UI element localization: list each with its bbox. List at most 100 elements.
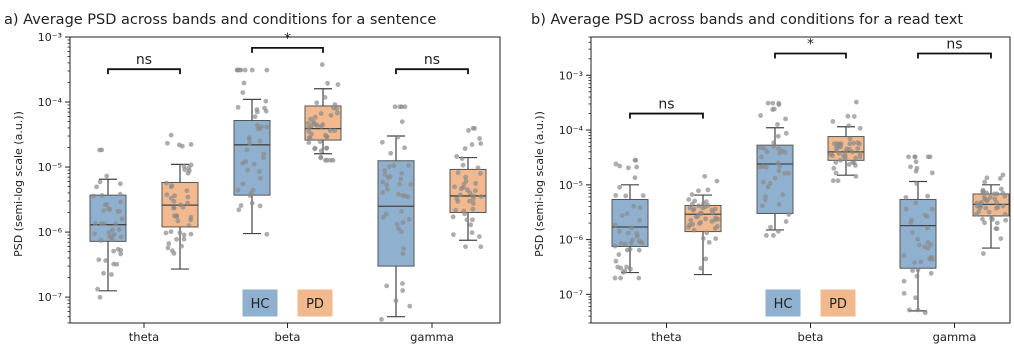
sample-point [1000,203,1006,209]
panel-b-xtick-label-gamma: gamma [933,330,977,344]
sample-point [169,248,175,254]
sample-point [929,170,935,176]
sample-point [114,261,120,267]
sample-point [915,307,921,313]
sample-point [623,193,629,199]
sample-point [771,233,776,238]
sample-point [235,187,241,193]
sample-point [408,182,414,187]
sample-point [117,191,123,197]
sample-point [714,178,720,184]
sample-point [319,62,325,67]
sample-point [307,135,313,141]
sample-point [452,184,457,190]
sample-point [380,179,386,185]
sample-point [457,192,463,198]
sample-point [306,125,311,131]
sample-point [104,202,110,207]
sample-point [632,157,638,163]
sample-point [188,217,194,223]
sample-point [462,211,468,217]
sample-point [261,151,267,157]
sample-point [613,258,619,264]
sample-point [908,164,913,170]
sample-point [168,184,174,190]
sample-point [976,208,982,214]
sample-point [119,216,125,222]
sample-point [903,195,909,200]
panel-a-plot: 10⁻⁷ 10⁻⁶ 10⁻⁵ 10⁻⁴ 10⁻³ theta beta gamma ns * ns [38,31,487,344]
significance-label: ns [946,36,962,52]
sample-point [379,139,385,145]
sample-point [786,212,792,217]
sample-point [96,257,102,263]
sample-point [771,140,777,146]
panel-b-title: b) Average PSD across bands and conditio… [531,12,963,28]
sample-point [468,222,474,228]
sample-point [406,163,411,168]
panel-b-ytick-label: 10⁻³ [559,69,583,82]
sample-point [165,245,171,251]
sample-point [92,231,98,237]
sample-point [178,202,183,208]
sample-point [782,171,788,176]
sample-point [831,165,837,171]
sample-point [469,230,475,235]
sample-point [399,170,405,176]
sample-point [469,142,475,147]
sample-point [382,172,388,177]
sample-point [845,113,851,119]
sample-point [759,154,764,160]
sample-point [782,150,788,155]
sample-point [305,120,311,126]
sample-point [181,232,187,238]
sample-point [922,244,928,250]
sample-point [322,94,328,100]
panel-b-legend-pd-label: PD [829,297,847,312]
sample-point [324,145,330,151]
significance-label: * [807,36,814,52]
sample-point [777,163,783,169]
sample-point [770,100,776,106]
sample-point [697,210,703,216]
sample-point [992,196,998,202]
sample-point [470,217,475,223]
sample-point [332,128,338,134]
sample-point [983,205,989,211]
sample-point [306,129,312,134]
sample-point [470,125,476,131]
panel-a-ytick-label: 10⁻⁵ [38,161,62,174]
sample-point [851,114,857,119]
sample-point [97,147,103,153]
sample-point [690,207,696,213]
sample-point [1000,190,1006,196]
sample-point [901,290,907,296]
sample-point [395,134,401,140]
panel-b-box-hc-beta [756,100,794,238]
sample-point [335,82,341,87]
panel-a-xtick-label-beta: beta [275,330,301,344]
sample-point [850,160,856,165]
panel-b-axes-frame [590,36,1011,324]
panel-b-ytick-label: 10⁻⁴ [559,124,584,137]
sample-point [400,288,406,293]
sample-point [908,220,914,226]
sample-point [174,213,180,219]
sample-point [324,134,330,140]
sample-point [786,170,791,176]
sample-point [698,265,704,271]
sample-point [181,236,187,242]
sample-point [706,240,712,245]
sample-point [406,217,412,222]
sample-point [713,236,719,241]
sample-point [924,213,930,219]
sample-point [700,236,706,241]
sample-point [179,243,184,249]
sample-point [184,188,190,193]
sample-point [702,173,708,179]
sample-point [629,225,635,231]
sample-point [612,243,618,249]
panel-a-significance-theta: ns [107,52,181,75]
box-iqr [377,160,415,267]
sample-point [760,203,765,209]
